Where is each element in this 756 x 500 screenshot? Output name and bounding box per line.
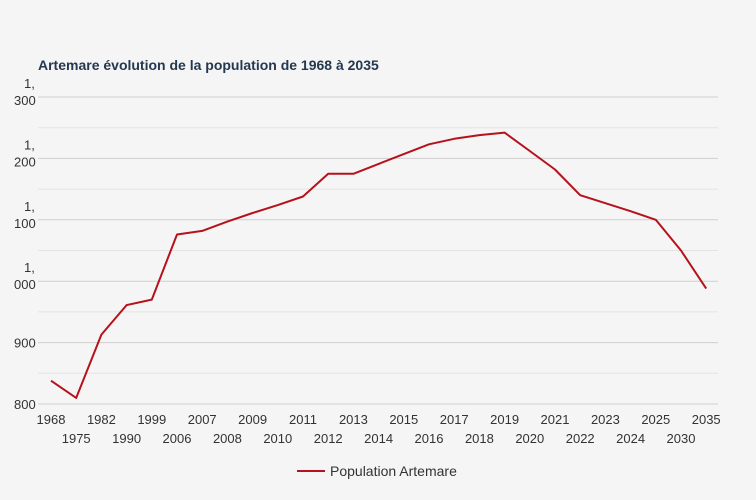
x-tick-label: 1968	[37, 412, 66, 427]
y-tick-label: 200	[14, 154, 36, 169]
x-tick-label: 2022	[566, 431, 595, 446]
x-tick-label: 2012	[314, 431, 343, 446]
y-tick-label: 1,	[24, 76, 35, 91]
x-tick-label: 2011	[289, 412, 317, 427]
x-tick-label: 1982	[87, 412, 116, 427]
x-tick-label: 2015	[389, 412, 418, 427]
y-axis-tick-labels: 800 900 1, 000 1, 100 1, 200 1, 300	[14, 76, 36, 412]
x-tick-label: 2030	[667, 431, 696, 446]
grid-lines	[38, 97, 718, 404]
y-tick-label: 1,	[24, 199, 35, 214]
x-tick-label: 2016	[415, 431, 444, 446]
x-tick-label: 2008	[213, 431, 242, 446]
x-tick-label: 2007	[188, 412, 217, 427]
legend-label: Population Artemare	[330, 463, 457, 479]
x-tick-label: 2009	[238, 412, 267, 427]
y-tick-label: 300	[14, 93, 36, 108]
x-tick-label: 2017	[440, 412, 469, 427]
legend[interactable]: Population Artemare	[297, 463, 457, 479]
y-tick-label: 800	[14, 397, 36, 412]
x-tick-label: 2013	[339, 412, 368, 427]
y-tick-label: 900	[14, 336, 36, 351]
x-tick-label: 2019	[490, 412, 519, 427]
y-tick-label: 100	[14, 216, 36, 231]
x-tick-label: 2021	[541, 412, 570, 427]
x-axis-tick-labels: 1968 1975 1982 1990 1999 2006 2007 2008 2009 2010…	[37, 412, 721, 446]
x-tick-label: 1999	[137, 412, 166, 427]
x-tick-label: 2024	[616, 431, 645, 446]
y-tick-label: 1,	[24, 137, 35, 152]
series-group	[51, 133, 706, 398]
x-tick-label: 2014	[364, 431, 393, 446]
x-tick-label: 2018	[465, 431, 494, 446]
x-tick-label: 2020	[515, 431, 544, 446]
y-tick-label: 1,	[24, 260, 35, 275]
y-tick-label: 000	[14, 277, 36, 292]
x-tick-label: 2025	[641, 412, 670, 427]
x-tick-label: 1975	[62, 431, 91, 446]
population-chart: Artemare évolution de la population de 1…	[0, 0, 756, 500]
x-tick-label: 1990	[112, 431, 141, 446]
x-tick-label: 2023	[591, 412, 620, 427]
x-tick-label: 2035	[692, 412, 721, 427]
x-tick-label: 2006	[163, 431, 192, 446]
x-tick-label: 2010	[263, 431, 292, 446]
chart-title: Artemare évolution de la population de 1…	[38, 57, 379, 73]
series-line	[51, 133, 706, 398]
